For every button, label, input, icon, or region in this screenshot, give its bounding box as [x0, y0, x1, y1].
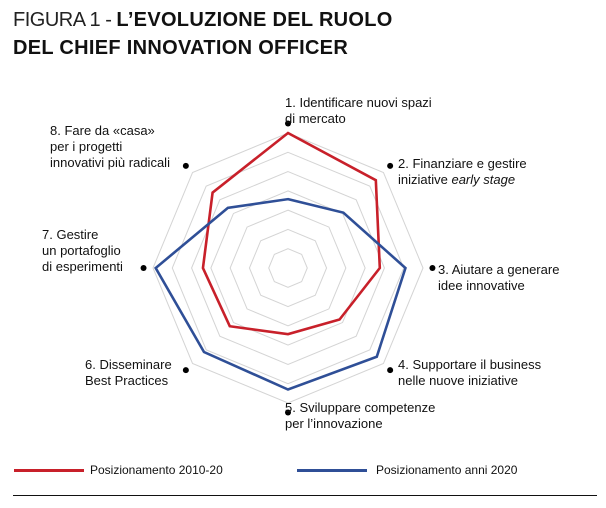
- legend-label-2010-20: Posizionamento 2010-20: [90, 463, 223, 477]
- axis-dot-6: [182, 367, 189, 374]
- axis-dot-5: [285, 409, 291, 416]
- axis-label-line: 2. Finanziare e gestire: [398, 156, 527, 171]
- axis-dot-8: [182, 162, 189, 169]
- axis-label-line: per i progetti: [50, 139, 123, 154]
- axis-dot-3: [429, 265, 436, 271]
- legend-label-2020: Posizionamento anni 2020: [376, 463, 518, 477]
- axis-dot-4: [387, 367, 394, 374]
- axis-label-5: 5. Sviluppare competenze per l’innovazio…: [285, 400, 435, 432]
- axis-label-italic: early stage: [451, 172, 516, 187]
- axis-dot-1: [285, 120, 291, 127]
- axis-label-line: Best Practices: [85, 373, 169, 388]
- axis-label-line: 7. Gestire: [42, 227, 99, 242]
- legend-swatch-2010-20: [14, 469, 84, 472]
- grid-ring: [191, 171, 385, 365]
- bottom-rule: [13, 495, 597, 496]
- axis-label-line: idee innovative: [438, 278, 525, 293]
- axis-label-line: 6. Disseminare: [85, 357, 172, 372]
- figure-title-line2: DEL CHIEF INNOVATION OFFICER: [13, 37, 349, 59]
- figure-title-line1: FIGURA 1 - L’EVOLUZIONE DEL RUOLO: [13, 8, 393, 32]
- grid-ring: [152, 132, 424, 404]
- axis-label-line: 4. Supportare il business: [398, 357, 542, 372]
- grid-ring: [268, 248, 308, 288]
- grid-ring: [229, 209, 347, 327]
- axis-label-4: 4. Supportare il business nelle nuove in…: [398, 357, 541, 389]
- axis-label-line: di mercato: [285, 111, 346, 126]
- grid-ring: [210, 190, 366, 346]
- axis-label-line: 8. Fare da «casa»: [50, 123, 155, 138]
- axis-label-2: 2. Finanziare e gestire iniziative early…: [398, 156, 527, 188]
- axis-label-1: 1. Identificare nuovi spazi di mercato: [285, 95, 432, 127]
- axis-label-line: per l’innovazione: [285, 416, 383, 431]
- axis-label-line: 5. Sviluppare competenze: [285, 400, 436, 415]
- axis-label-3: 3. Aiutare a generare idee innovative: [438, 262, 559, 294]
- axis-label-line: 3. Aiutare a generare: [438, 262, 560, 277]
- axis-label-line: di esperimenti: [42, 259, 123, 274]
- legend-swatch-2020: [297, 469, 367, 472]
- axis-label-line: un portafoglio: [42, 243, 121, 258]
- series-1-line: [201, 131, 382, 336]
- grid-ring: [248, 228, 328, 308]
- axis-dot-2: [387, 162, 394, 169]
- axis-dot-7: [140, 265, 147, 271]
- axis-label-line: nelle nuove iniziative: [398, 373, 518, 388]
- axis-label-7: 7. Gestire un portafoglio di esperimenti: [42, 227, 123, 275]
- figure-number: FIGURA 1 -: [13, 9, 117, 31]
- axis-label-line: 1. Identificare nuovi spazi: [285, 95, 432, 110]
- axis-label-line: innovativi più radicali: [50, 155, 170, 170]
- axis-label-8: 8. Fare da «casa» per i progetti innovat…: [50, 123, 170, 171]
- axis-label-line: iniziative: [398, 172, 452, 187]
- grid-ring: [171, 151, 405, 385]
- axis-label-6: 6. Disseminare Best Practices: [85, 357, 172, 389]
- title-text: L’EVOLUZIONE DEL RUOLO: [116, 9, 393, 31]
- series-2-line: [154, 197, 407, 391]
